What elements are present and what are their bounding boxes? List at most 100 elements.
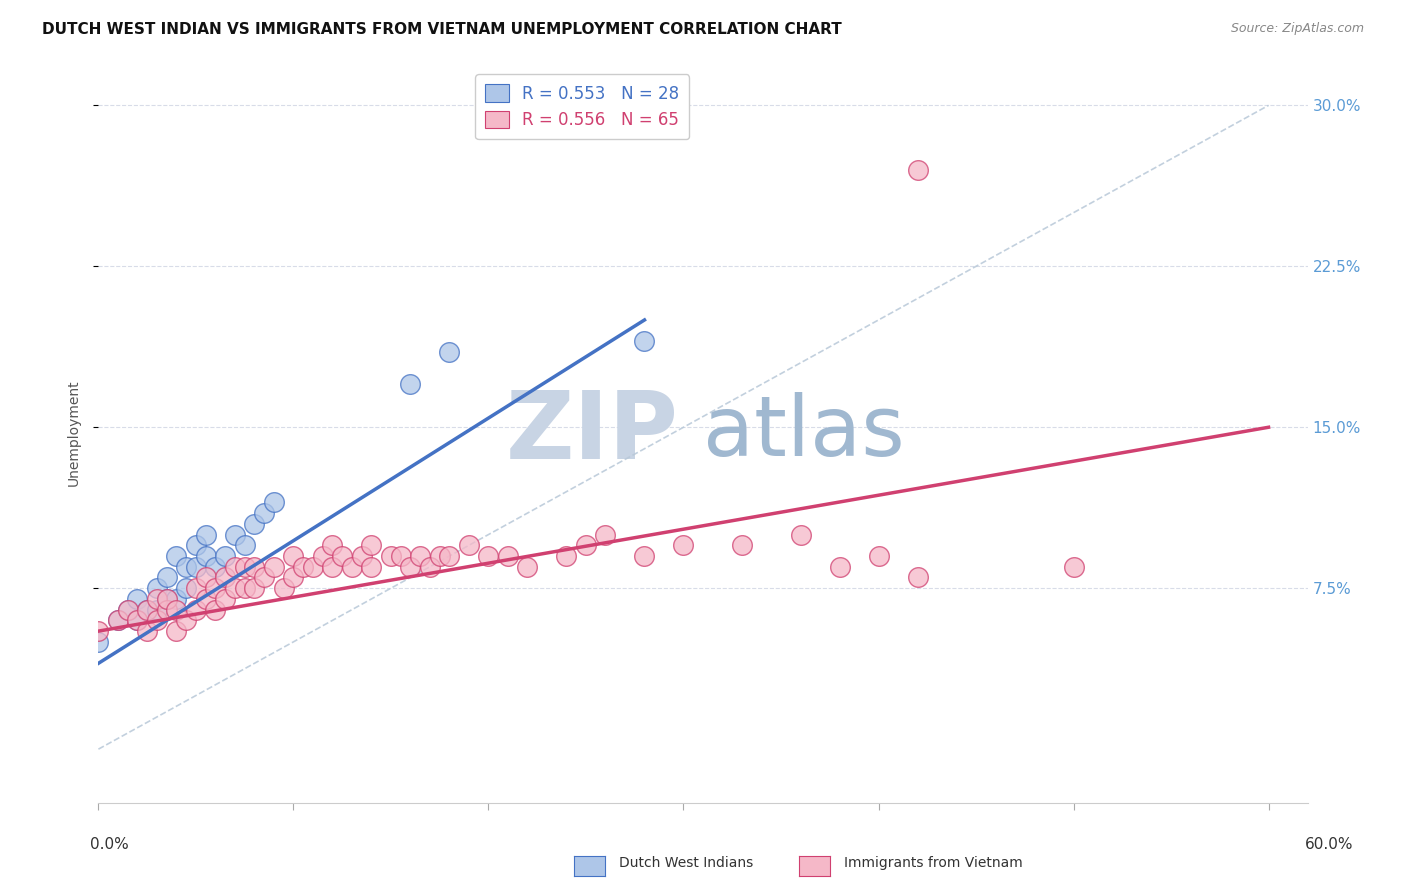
Point: [194, 591, 217, 606]
Point: [233, 559, 256, 574]
Point: [555, 549, 578, 563]
Point: [214, 549, 236, 563]
Point: [292, 559, 315, 574]
Text: 60.0%: 60.0%: [1305, 838, 1353, 852]
Point: [595, 527, 617, 541]
Point: [399, 559, 422, 574]
Point: [419, 559, 441, 574]
Y-axis label: Unemployment: Unemployment: [66, 379, 80, 486]
Point: [233, 538, 256, 552]
Point: [204, 581, 226, 595]
Point: [165, 591, 187, 606]
Point: [439, 345, 461, 359]
Point: [165, 549, 187, 563]
Point: [174, 614, 197, 628]
Point: [184, 581, 207, 595]
Point: [283, 549, 305, 563]
Point: [136, 624, 159, 639]
Point: [165, 624, 187, 639]
Point: [156, 570, 179, 584]
Point: [136, 602, 159, 616]
Point: [253, 570, 276, 584]
Text: DUTCH WEST INDIAN VS IMMIGRANTS FROM VIETNAM UNEMPLOYMENT CORRELATION CHART: DUTCH WEST INDIAN VS IMMIGRANTS FROM VIE…: [42, 22, 842, 37]
Point: [127, 614, 149, 628]
Point: [360, 559, 382, 574]
Point: [204, 602, 226, 616]
Point: [194, 549, 217, 563]
Text: Source: ZipAtlas.com: Source: ZipAtlas.com: [1230, 22, 1364, 36]
Point: [233, 581, 256, 595]
Point: [283, 570, 305, 584]
Point: [184, 538, 207, 552]
Point: [496, 549, 519, 563]
Point: [907, 162, 929, 177]
Point: [127, 591, 149, 606]
Point: [868, 549, 890, 563]
Point: [633, 549, 655, 563]
Point: [458, 538, 481, 552]
Point: [127, 614, 149, 628]
Point: [828, 559, 851, 574]
Point: [1063, 559, 1085, 574]
Point: [389, 549, 412, 563]
Point: [184, 559, 207, 574]
Text: 0.0%: 0.0%: [90, 838, 129, 852]
Point: [273, 581, 295, 595]
Point: [253, 506, 276, 520]
Point: [136, 602, 159, 616]
Point: [360, 538, 382, 552]
Point: [731, 538, 754, 552]
Text: ZIP: ZIP: [506, 386, 679, 479]
Point: [107, 614, 129, 628]
Point: [204, 559, 226, 574]
Text: Immigrants from Vietnam: Immigrants from Vietnam: [844, 856, 1022, 870]
Point: [117, 602, 139, 616]
Point: [263, 559, 285, 574]
Point: [429, 549, 451, 563]
Point: [340, 559, 363, 574]
Point: [87, 635, 110, 649]
Point: [214, 570, 236, 584]
Point: [321, 538, 343, 552]
Point: [146, 581, 169, 595]
Point: [174, 559, 197, 574]
Point: [156, 591, 179, 606]
Point: [672, 538, 695, 552]
Point: [907, 570, 929, 584]
Point: [174, 581, 197, 595]
Point: [107, 614, 129, 628]
Point: [146, 591, 169, 606]
Point: [146, 614, 169, 628]
Point: [380, 549, 402, 563]
Point: [302, 559, 325, 574]
Point: [146, 602, 169, 616]
Point: [312, 549, 335, 563]
Point: [156, 591, 179, 606]
Point: [330, 549, 353, 563]
Point: [165, 602, 187, 616]
Point: [194, 570, 217, 584]
Point: [243, 559, 266, 574]
Point: [263, 495, 285, 509]
Point: [214, 591, 236, 606]
Point: [224, 527, 246, 541]
Point: [194, 527, 217, 541]
Point: [184, 602, 207, 616]
Point: [156, 602, 179, 616]
Point: [399, 377, 422, 392]
Point: [409, 549, 432, 563]
Point: [243, 581, 266, 595]
Point: [224, 581, 246, 595]
Point: [117, 602, 139, 616]
Point: [321, 559, 343, 574]
Point: [633, 334, 655, 349]
Text: Dutch West Indians: Dutch West Indians: [619, 856, 752, 870]
Point: [789, 527, 811, 541]
Point: [243, 516, 266, 531]
Point: [516, 559, 538, 574]
Text: atlas: atlas: [703, 392, 904, 473]
Legend: R = 0.553   N = 28, R = 0.556   N = 65: R = 0.553 N = 28, R = 0.556 N = 65: [475, 74, 689, 139]
Point: [87, 624, 110, 639]
Point: [224, 559, 246, 574]
Point: [439, 549, 461, 563]
